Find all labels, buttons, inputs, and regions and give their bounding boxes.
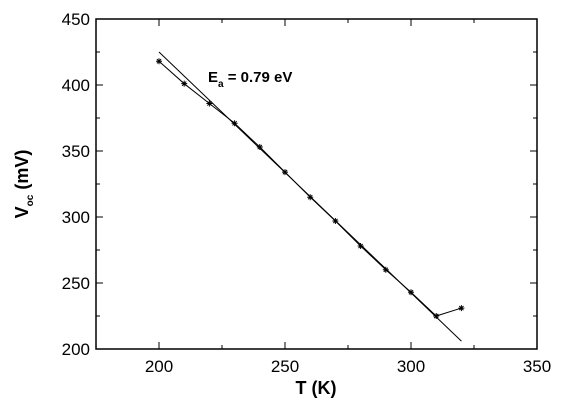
annotation-sub: a: [218, 79, 224, 90]
annotation-main: E: [208, 69, 218, 86]
y-tick-label: 250: [62, 274, 90, 293]
series-group: [156, 51, 465, 342]
data-point: [382, 266, 389, 273]
y-tick-label: 350: [62, 142, 90, 161]
y-tick-label: 300: [62, 208, 90, 227]
data-point: [357, 243, 364, 250]
x-axis-title: T (K): [296, 378, 337, 398]
axis-tick-labels: 200 250 300 350 200 250 300 350 400 450: [62, 10, 552, 376]
data-point: [256, 144, 263, 151]
data-point: [458, 305, 465, 312]
y-tick-label: 450: [62, 10, 90, 29]
data-point: [433, 313, 440, 319]
x-tick-label: 300: [397, 357, 425, 376]
fit-line: [158, 51, 462, 342]
axis-ticks: [95, 18, 538, 350]
data-point: [231, 120, 238, 127]
x-tick-label: 200: [145, 357, 173, 376]
data-point: [206, 100, 213, 107]
y-axis-title-sub: oc: [25, 194, 36, 206]
y-tick-label: 400: [62, 76, 90, 95]
x-tick-label: 350: [523, 357, 551, 376]
y-axis-title-main: V: [12, 206, 32, 218]
data-point: [181, 80, 188, 87]
y-axis-title-unit: (mV): [12, 150, 32, 195]
annotation-rest: = 0.79 eV: [224, 69, 293, 86]
y-tick-label: 200: [62, 340, 90, 359]
data-point: [156, 58, 162, 65]
annotation: Ea = 0.79 eV: [208, 69, 292, 90]
y-axis-title: Voc (mV): [12, 150, 36, 219]
x-tick-label: 250: [271, 357, 299, 376]
plot-area: [95, 18, 538, 350]
